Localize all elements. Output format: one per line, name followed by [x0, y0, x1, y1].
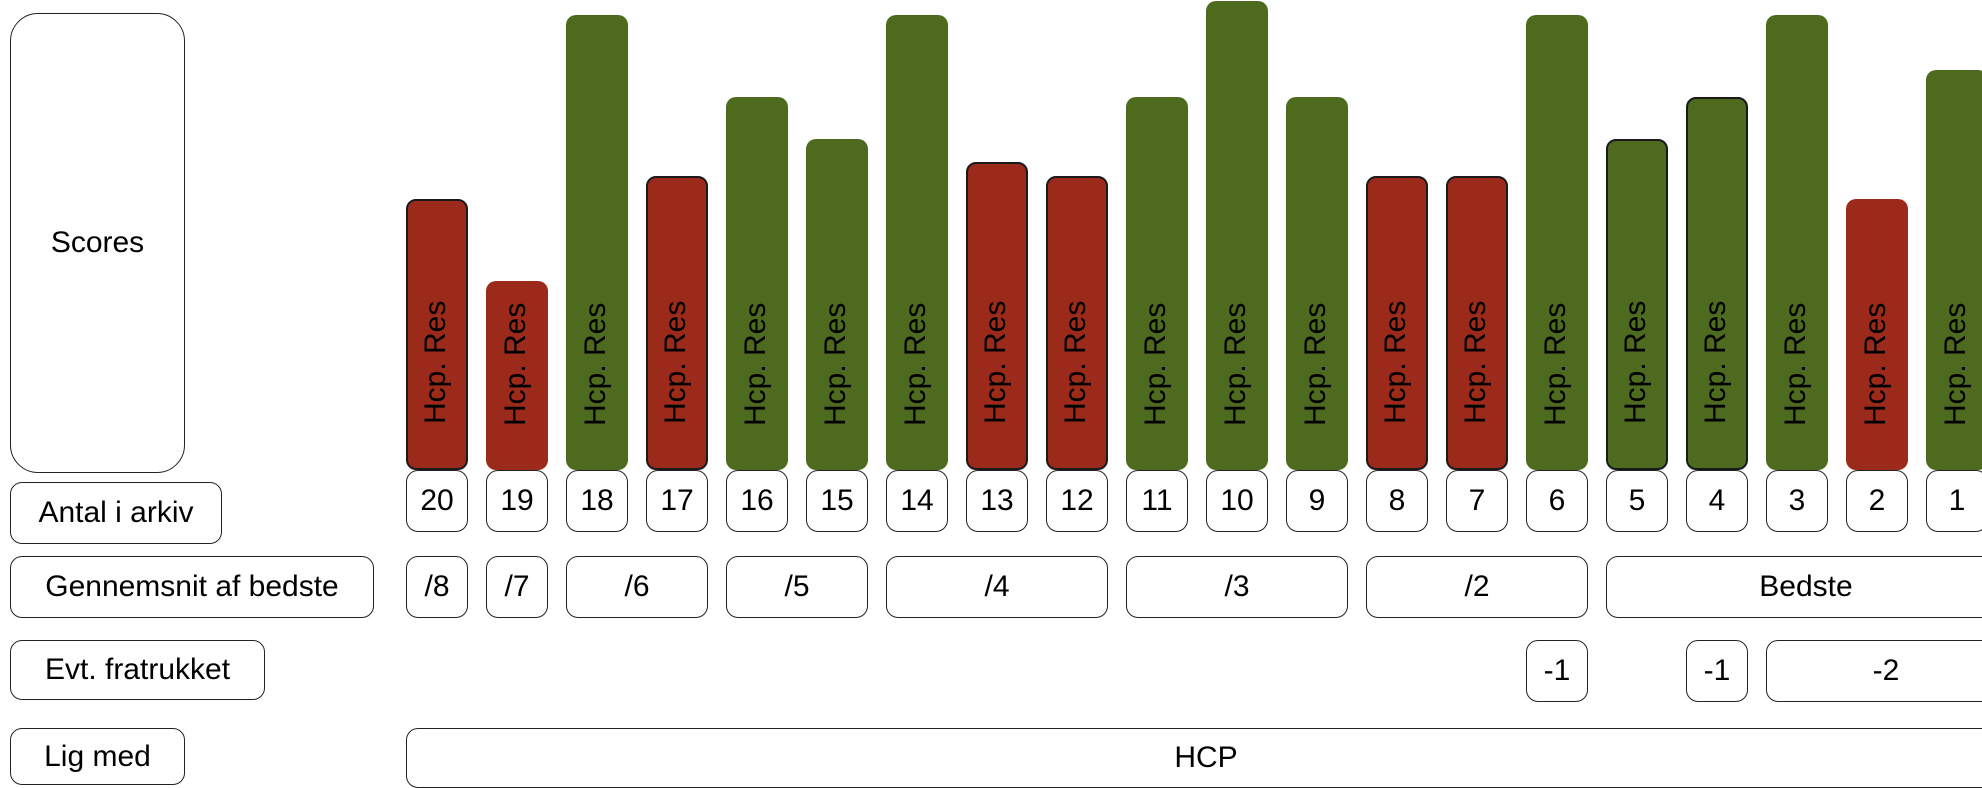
bar-label: Hcp. Res — [579, 302, 612, 426]
archive-count-box: 19 — [486, 470, 548, 532]
score-bar-19: Hcp. Res — [486, 281, 548, 470]
bar-label: Hcp. Res — [499, 302, 532, 426]
gennemsnit-group: Bedste — [1606, 556, 1982, 618]
gennemsnit-group: /4 — [886, 556, 1108, 618]
scores-label: Scores — [10, 13, 185, 473]
archive-count-box: 1 — [1926, 470, 1982, 532]
archive-count-box: 15 — [806, 470, 868, 532]
archive-count-box: 13 — [966, 470, 1028, 532]
archive-count-box: 6 — [1526, 470, 1588, 532]
score-bar-3: Hcp. Res — [1766, 15, 1828, 470]
archive-count-box: 11 — [1126, 470, 1188, 532]
score-bar-13: Hcp. Res — [966, 162, 1028, 470]
score-bar-4: Hcp. Res — [1686, 97, 1748, 470]
archive-count-box: 14 — [886, 470, 948, 532]
score-bar-17: Hcp. Res — [646, 176, 708, 470]
gennemsnit-group: /6 — [566, 556, 708, 618]
fratrukket-label: Evt. fratrukket — [10, 640, 265, 700]
archive-count-box: 7 — [1446, 470, 1508, 532]
fratrukket-value: -1 — [1686, 640, 1748, 702]
score-bar-12: Hcp. Res — [1046, 176, 1108, 470]
archive-count-box: 20 — [406, 470, 468, 532]
bar-label: Hcp. Res — [1779, 302, 1812, 426]
score-bar-9: Hcp. Res — [1286, 97, 1348, 470]
archive-count-box: 2 — [1846, 470, 1908, 532]
bar-label: Hcp. Res — [819, 302, 852, 426]
score-bar-20: Hcp. Res — [406, 199, 468, 470]
score-bar-16: Hcp. Res — [726, 97, 788, 470]
score-bar-18: Hcp. Res — [566, 15, 628, 470]
score-bar-11: Hcp. Res — [1126, 97, 1188, 470]
gennemsnit-group: /5 — [726, 556, 868, 618]
gennemsnit-group: /7 — [486, 556, 548, 618]
lig-med-label: Lig med — [10, 728, 185, 785]
bar-label: Hcp. Res — [1539, 302, 1572, 426]
bar-label: Hcp. Res — [1859, 302, 1892, 426]
bar-label: Hcp. Res — [1699, 300, 1732, 424]
gennemsnit-group: /3 — [1126, 556, 1348, 618]
score-bar-14: Hcp. Res — [886, 15, 948, 470]
antal-label: Antal i arkiv — [10, 482, 222, 544]
archive-count-box: 9 — [1286, 470, 1348, 532]
hcp-result: HCP — [406, 728, 1982, 788]
gennemsnit-label: Gennemsnit af bedste — [10, 556, 374, 618]
fratrukket-value: -2 — [1766, 640, 1982, 702]
score-bar-15: Hcp. Res — [806, 139, 868, 470]
archive-count-box: 5 — [1606, 470, 1668, 532]
score-bar-2: Hcp. Res — [1846, 199, 1908, 470]
bar-label: Hcp. Res — [659, 300, 692, 424]
fratrukket-value: -1 — [1526, 640, 1588, 702]
bar-label: Hcp. Res — [1299, 302, 1332, 426]
score-bar-1: Hcp. Res — [1926, 70, 1982, 470]
score-bar-7: Hcp. Res — [1446, 176, 1508, 470]
bar-label: Hcp. Res — [1219, 302, 1252, 426]
score-bar-6: Hcp. Res — [1526, 15, 1588, 470]
archive-count-box: 10 — [1206, 470, 1268, 532]
bar-label: Hcp. Res — [1459, 300, 1492, 424]
bar-label: Hcp. Res — [899, 302, 932, 426]
bar-label: Hcp. Res — [419, 300, 452, 424]
bar-label: Hcp. Res — [1939, 302, 1972, 426]
gennemsnit-group: /2 — [1366, 556, 1588, 618]
score-bar-5: Hcp. Res — [1606, 139, 1668, 470]
bar-label: Hcp. Res — [1059, 300, 1092, 424]
archive-count-box: 12 — [1046, 470, 1108, 532]
bar-label: Hcp. Res — [1379, 300, 1412, 424]
bar-label: Hcp. Res — [739, 302, 772, 426]
bar-label: Hcp. Res — [1139, 302, 1172, 426]
archive-count-box: 4 — [1686, 470, 1748, 532]
archive-count-box: 8 — [1366, 470, 1428, 532]
archive-count-box: 3 — [1766, 470, 1828, 532]
archive-count-box: 16 — [726, 470, 788, 532]
bar-label: Hcp. Res — [979, 300, 1012, 424]
score-bar-10: Hcp. Res — [1206, 1, 1268, 470]
bar-label: Hcp. Res — [1619, 300, 1652, 424]
score-bar-8: Hcp. Res — [1366, 176, 1428, 470]
gennemsnit-group: /8 — [406, 556, 468, 618]
archive-count-box: 17 — [646, 470, 708, 532]
archive-count-box: 18 — [566, 470, 628, 532]
